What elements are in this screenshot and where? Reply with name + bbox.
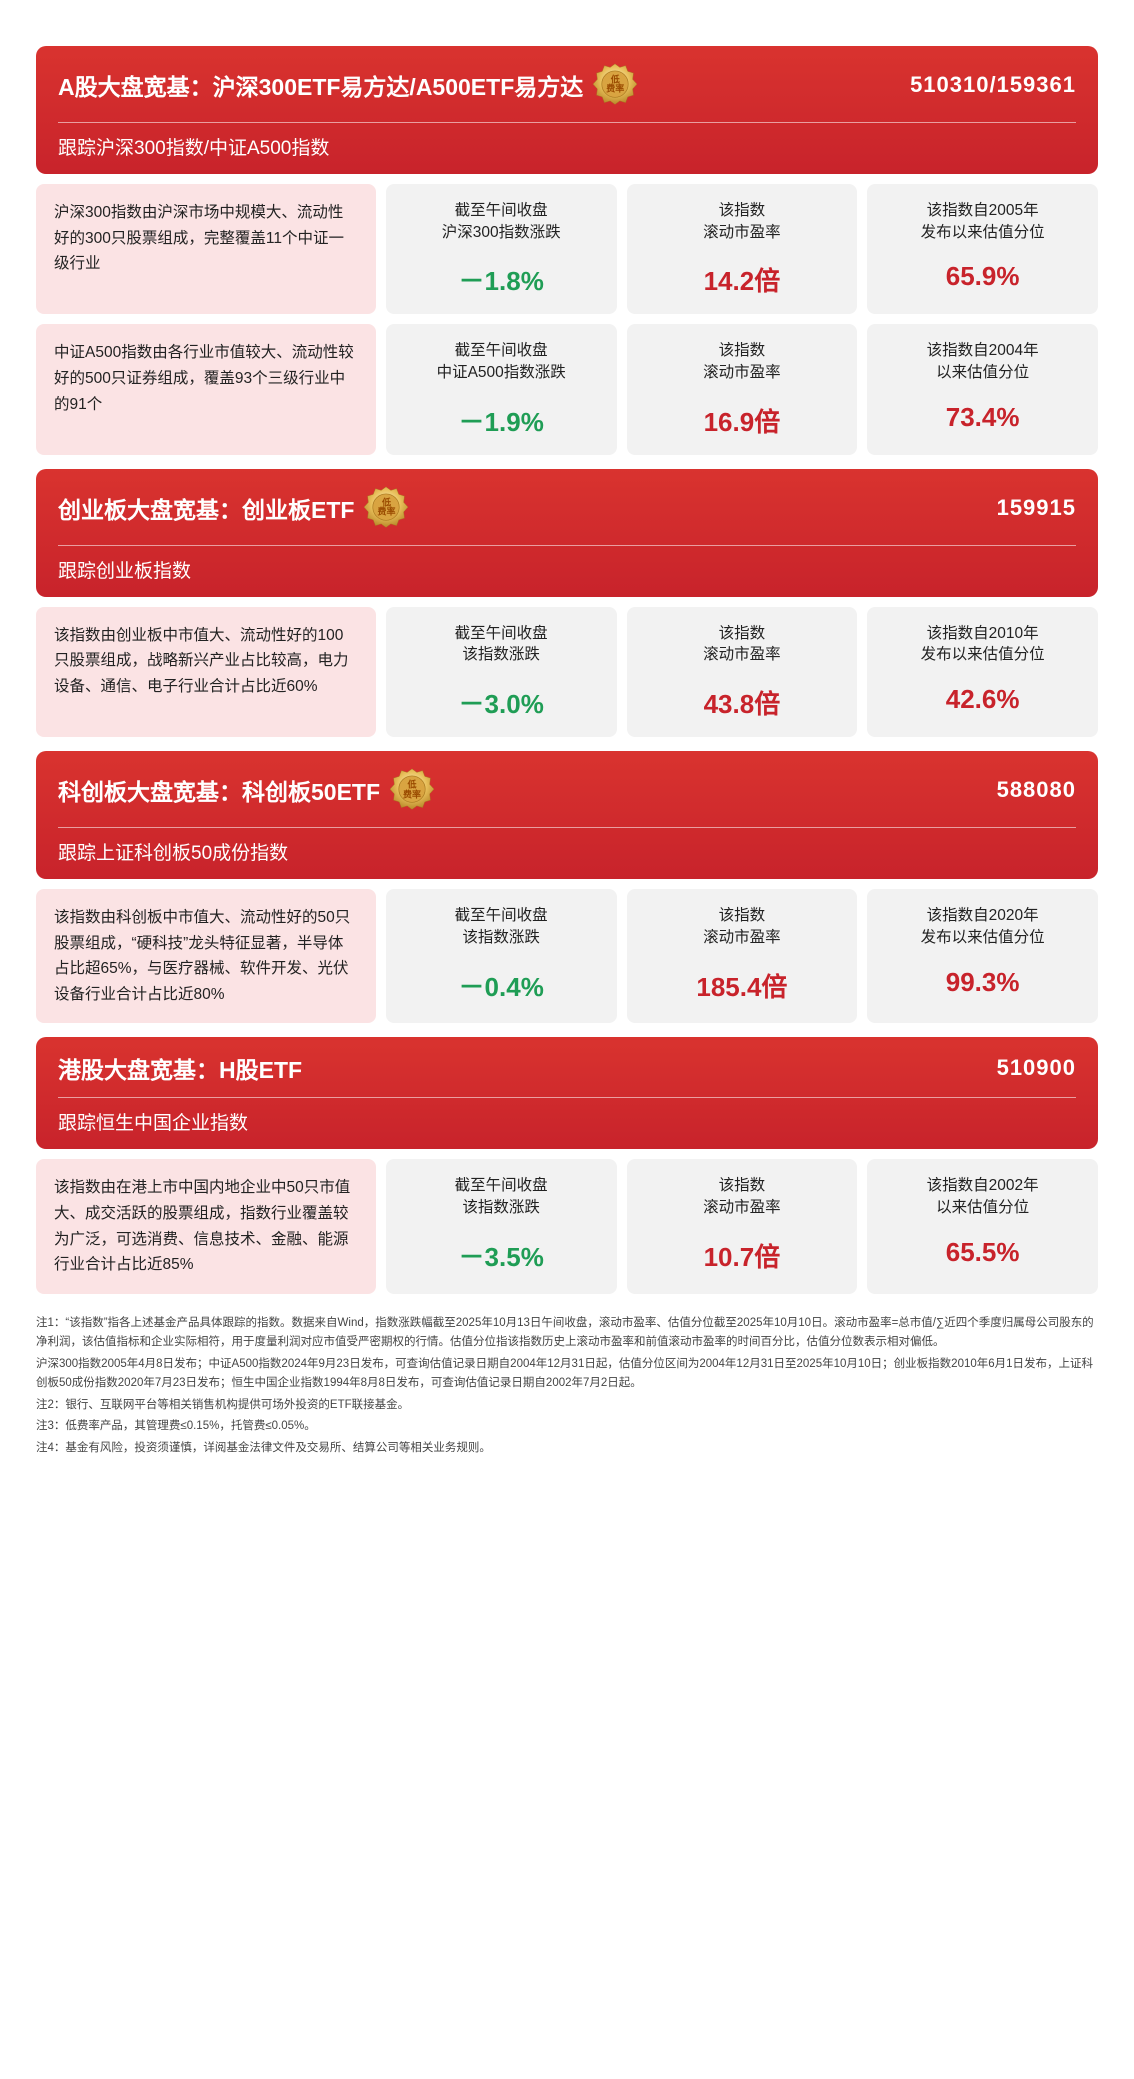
- metric-label: 该指数自2002年 以来估值分位: [877, 1175, 1088, 1218]
- description-cell: 该指数由科创板中市值大、流动性好的50只股票组成，“硬科技”龙头特征显著，半导体…: [36, 889, 376, 1023]
- section-star50: 科创板大盘宽基：科创板50ETF 低费率 588080 跟踪上证科创板50成份指数该…: [36, 751, 1098, 1023]
- metric-cell: 该指数 滚动市盈率 43.8倍: [627, 607, 858, 737]
- metric-cell: 截至午间收盘 该指数涨跌 －3.5%: [386, 1159, 617, 1293]
- description-cell: 中证A500指数由各行业市值较大、流动性较好的500只证券组成，覆盖93个三级行…: [36, 324, 376, 454]
- description-cell: 沪深300指数由沪深市场中规模大、流动性好的300只股票组成，完整覆盖11个中证…: [36, 184, 376, 314]
- metric-label: 该指数 滚动市盈率: [637, 340, 848, 383]
- banner-hshare: 港股大盘宽基：H股ETF 510900 跟踪恒生中国企业指数: [36, 1037, 1098, 1149]
- metric-cell: 该指数自2005年 发布以来估值分位 65.9%: [867, 184, 1098, 314]
- fund-code: 510900: [997, 1055, 1076, 1081]
- metric-label: 该指数 滚动市盈率: [637, 905, 848, 948]
- data-row: 中证A500指数由各行业市值较大、流动性较好的500只证券组成，覆盖93个三级行…: [36, 324, 1098, 454]
- metric-label: 该指数自2010年 发布以来估值分位: [877, 623, 1088, 666]
- banner-title: A股大盘宽基：沪深300ETF易方达/A500ETF易方达: [58, 68, 583, 102]
- metric-label: 截至午间收盘 该指数涨跌: [396, 1175, 607, 1218]
- metric-cell: 该指数 滚动市盈率 14.2倍: [627, 184, 858, 314]
- data-row: 该指数由在港上市中国内地企业中50只市值大、成交活跃的股票组成，指数行业覆盖较为…: [36, 1159, 1098, 1293]
- low-fee-badge-icon: 低费率: [593, 60, 637, 110]
- low-fee-badge-text: 低费率: [403, 781, 421, 800]
- metric-cell: 该指数自2004年 以来估值分位 73.4%: [867, 324, 1098, 454]
- data-row: 该指数由创业板中市值大、流动性好的100只股票组成，战略新兴产业占比较高，电力设…: [36, 607, 1098, 737]
- metric-value: －1.9%: [396, 402, 607, 439]
- metric-value: 65.9%: [877, 261, 1088, 292]
- banner-title: 科创板大盘宽基：科创板50ETF: [58, 773, 380, 807]
- description-cell: 该指数由创业板中市值大、流动性好的100只股票组成，战略新兴产业占比较高，电力设…: [36, 607, 376, 737]
- metric-value: 99.3%: [877, 967, 1088, 998]
- footer-note-line: 注3：低费率产品，其管理费≤0.15%，托管费≤0.05%。: [36, 1417, 1098, 1437]
- footer-note-line: 沪深300指数2005年4月8日发布；中证A500指数2024年9月23日发布，…: [36, 1355, 1098, 1394]
- low-fee-badge-icon: 低费率: [390, 765, 434, 815]
- metric-label: 该指数自2005年 发布以来估值分位: [877, 200, 1088, 243]
- description-cell: 该指数由在港上市中国内地企业中50只市值大、成交活跃的股票组成，指数行业覆盖较为…: [36, 1159, 376, 1293]
- metric-label: 该指数 滚动市盈率: [637, 623, 848, 666]
- metric-value: －3.0%: [396, 684, 607, 721]
- metric-value: 14.2倍: [637, 261, 848, 298]
- low-fee-badge-icon: 低费率: [364, 483, 408, 533]
- banner-chinext: 创业板大盘宽基：创业板ETF 低费率 159915 跟踪创业板指数: [36, 469, 1098, 597]
- tracking-index-label: 跟踪创业板指数: [58, 546, 1076, 583]
- low-fee-badge-text: 低费率: [377, 498, 395, 517]
- metric-label: 截至午间收盘 该指数涨跌: [396, 905, 607, 948]
- metric-cell: 截至午间收盘 沪深300指数涨跌 －1.8%: [386, 184, 617, 314]
- metric-value: 16.9倍: [637, 402, 848, 439]
- metric-value: 10.7倍: [637, 1237, 848, 1274]
- tracking-index-label: 跟踪沪深300指数/中证A500指数: [58, 123, 1076, 160]
- metric-cell: 该指数自2002年 以来估值分位 65.5%: [867, 1159, 1098, 1293]
- metric-cell: 该指数 滚动市盈率 16.9倍: [627, 324, 858, 454]
- metric-value: 73.4%: [877, 402, 1088, 433]
- low-fee-badge-text: 低费率: [606, 76, 624, 95]
- metric-label: 该指数自2020年 发布以来估值分位: [877, 905, 1088, 948]
- data-row: 沪深300指数由沪深市场中规模大、流动性好的300只股票组成，完整覆盖11个中证…: [36, 184, 1098, 314]
- metric-value: －0.4%: [396, 967, 607, 1004]
- banner-title: 港股大盘宽基：H股ETF: [58, 1051, 302, 1085]
- footer-notes: 注1：“该指数”指各上述基金产品具体跟踪的指数。数据来自Wind，指数涨跌幅截至…: [36, 1314, 1098, 1459]
- footer-note-line: 注2：银行、互联网平台等相关销售机构提供可场外投资的ETF联接基金。: [36, 1396, 1098, 1416]
- metric-label: 截至午间收盘 中证A500指数涨跌: [396, 340, 607, 383]
- banner-csi300-a500: A股大盘宽基：沪深300ETF易方达/A500ETF易方达 低费率 510310/…: [36, 46, 1098, 174]
- banner-star50: 科创板大盘宽基：科创板50ETF 低费率 588080 跟踪上证科创板50成份指数: [36, 751, 1098, 879]
- fund-code: 159915: [997, 495, 1076, 521]
- metric-label: 该指数 滚动市盈率: [637, 1175, 848, 1218]
- metric-cell: 截至午间收盘 中证A500指数涨跌 －1.9%: [386, 324, 617, 454]
- metric-value: 43.8倍: [637, 684, 848, 721]
- metric-value: －3.5%: [396, 1237, 607, 1274]
- metric-value: 65.5%: [877, 1237, 1088, 1268]
- metric-cell: 该指数 滚动市盈率 185.4倍: [627, 889, 858, 1023]
- data-row: 该指数由科创板中市值大、流动性好的50只股票组成，“硬科技”龙头特征显著，半导体…: [36, 889, 1098, 1023]
- metric-cell: 该指数自2010年 发布以来估值分位 42.6%: [867, 607, 1098, 737]
- tracking-index-label: 跟踪恒生中国企业指数: [58, 1098, 1076, 1135]
- fund-code: 588080: [997, 777, 1076, 803]
- metric-value: －1.8%: [396, 261, 607, 298]
- sections-container: A股大盘宽基：沪深300ETF易方达/A500ETF易方达 低费率 510310/…: [36, 46, 1098, 1294]
- banner-title: 创业板大盘宽基：创业板ETF: [58, 491, 354, 525]
- footer-note-line: 注4：基金有风险，投资须谨慎，详阅基金法律文件及交易所、结算公司等相关业务规则。: [36, 1439, 1098, 1459]
- metric-cell: 该指数 滚动市盈率 10.7倍: [627, 1159, 858, 1293]
- metric-label: 截至午间收盘 沪深300指数涨跌: [396, 200, 607, 243]
- metric-value: 42.6%: [877, 684, 1088, 715]
- metric-value: 185.4倍: [637, 967, 848, 1004]
- metric-label: 该指数自2004年 以来估值分位: [877, 340, 1088, 383]
- fund-code: 510310/159361: [910, 72, 1076, 98]
- metric-cell: 截至午间收盘 该指数涨跌 －3.0%: [386, 607, 617, 737]
- section-hshare: 港股大盘宽基：H股ETF 510900 跟踪恒生中国企业指数该指数由在港上市中国内地…: [36, 1037, 1098, 1293]
- section-chinext: 创业板大盘宽基：创业板ETF 低费率 159915 跟踪创业板指数该指数由创业板中市…: [36, 469, 1098, 737]
- metric-label: 截至午间收盘 该指数涨跌: [396, 623, 607, 666]
- metric-cell: 该指数自2020年 发布以来估值分位 99.3%: [867, 889, 1098, 1023]
- tracking-index-label: 跟踪上证科创板50成份指数: [58, 828, 1076, 865]
- metric-cell: 截至午间收盘 该指数涨跌 －0.4%: [386, 889, 617, 1023]
- section-csi300-a500: A股大盘宽基：沪深300ETF易方达/A500ETF易方达 低费率 510310/…: [36, 46, 1098, 455]
- metric-label: 该指数 滚动市盈率: [637, 200, 848, 243]
- footer-note-line: 注1：“该指数”指各上述基金产品具体跟踪的指数。数据来自Wind，指数涨跌幅截至…: [36, 1314, 1098, 1353]
